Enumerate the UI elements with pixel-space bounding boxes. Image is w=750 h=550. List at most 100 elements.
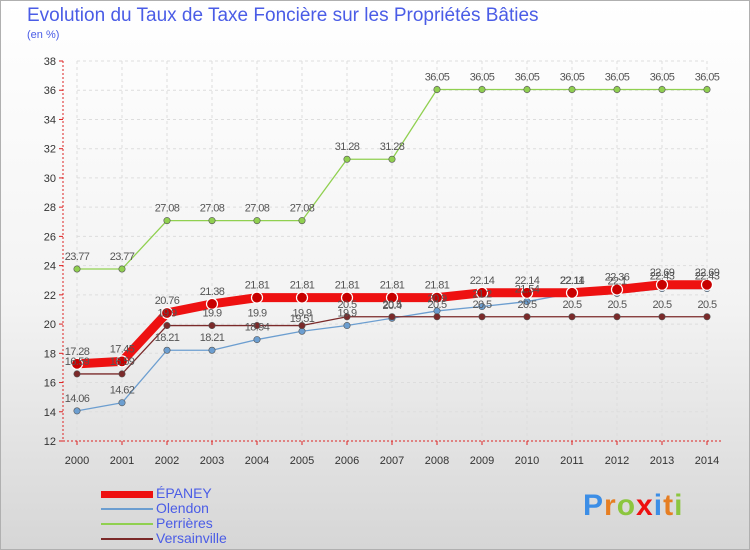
logo-letter: P [583, 489, 605, 522]
data-label: 16.59 [110, 356, 135, 368]
legend-swatch [101, 538, 153, 540]
data-point [658, 86, 666, 94]
data-point [523, 86, 531, 94]
data-label: 18.21 [200, 332, 225, 344]
data-label: 36.05 [605, 72, 630, 84]
data-point [388, 313, 396, 321]
logo-letter: t [663, 489, 675, 522]
data-label: 18.21 [155, 332, 180, 344]
data-label: 18.94 [245, 322, 270, 334]
data-point [568, 313, 576, 321]
y-tick-label: 18 [44, 348, 56, 360]
data-point [565, 286, 579, 299]
unit-label: (en %) [27, 29, 60, 41]
data-label: 23.77 [110, 251, 135, 263]
x-tick-label: 2001 [110, 455, 134, 467]
data-label: 21.81 [425, 280, 450, 292]
data-point [385, 291, 399, 304]
data-label: 36.05 [695, 72, 720, 84]
x-tick-label: 2008 [425, 455, 449, 467]
data-label: 19.9 [247, 308, 266, 320]
data-label: 21.2 [472, 289, 491, 301]
data-label: 19.9 [157, 308, 176, 320]
gridlines [76, 60, 708, 442]
data-point [208, 217, 216, 225]
series-perrières [73, 86, 711, 273]
data-label: 22.11 [560, 275, 584, 287]
data-point [478, 313, 486, 321]
data-point [70, 357, 84, 370]
data-label: 20.5 [427, 299, 446, 311]
chart-title: Evolution du Taux de Taxe Foncière sur l… [27, 5, 539, 26]
data-point [613, 313, 621, 321]
data-label: 19.9 [202, 308, 221, 320]
logo-letter: i [674, 489, 684, 522]
y-tick-label: 16 [44, 378, 56, 390]
data-label: 22.69 [695, 267, 720, 279]
data-point [208, 322, 216, 330]
data-point [520, 286, 534, 299]
y-tick-label: 30 [44, 173, 56, 185]
data-label: 27.08 [200, 203, 225, 215]
data-point [523, 313, 531, 321]
data-point [568, 86, 576, 94]
y-tick-label: 24 [44, 261, 56, 273]
data-label: 36.05 [650, 72, 675, 84]
data-point [343, 322, 351, 330]
y-tick-label: 14 [44, 407, 56, 419]
data-label: 22.43 [650, 271, 675, 283]
logo-letter: o [616, 489, 637, 522]
data-point [703, 313, 711, 321]
data-point [478, 303, 486, 311]
axes: 12 14 16 18 20 22 24 26 28 30 32 34 36 38 2000 2001 2002… [44, 56, 721, 467]
x-tick-label: 2005 [290, 455, 314, 467]
data-label: 36.05 [560, 72, 585, 84]
y-tick-label: 28 [44, 202, 56, 214]
data-label: 22.43 [695, 271, 720, 283]
series-versainville [73, 313, 711, 378]
data-point [205, 297, 219, 311]
data-label: 21.81 [290, 280, 315, 292]
data-label: 22.1 [607, 275, 626, 287]
data-label: 19.9 [292, 308, 311, 320]
legend-swatch [101, 508, 153, 510]
data-point [118, 265, 126, 273]
data-point [73, 407, 81, 415]
data-label: 20.5 [652, 299, 671, 311]
data-label: 36.05 [470, 72, 495, 84]
legend-swatch [101, 491, 153, 498]
data-label: 22.14 [515, 275, 540, 287]
data-label: 22.36 [605, 272, 630, 284]
series [70, 86, 714, 415]
data-point [295, 291, 309, 304]
data-point [478, 86, 486, 94]
proxiti-logo[interactable]: Proxiti [583, 489, 683, 523]
data-label: 20.5 [697, 299, 716, 311]
data-point [700, 278, 714, 291]
y-tick-label: 26 [44, 231, 56, 243]
x-tick-label: 2006 [335, 455, 359, 467]
data-point [613, 86, 621, 94]
data-point [253, 322, 261, 330]
data-label: 20.9 [427, 293, 446, 305]
data-point [253, 336, 261, 344]
data-point [343, 155, 351, 163]
x-tick-label: 2004 [245, 455, 269, 467]
logo-letter: i [653, 489, 664, 522]
x-tick-label: 2012 [605, 455, 629, 467]
x-tick-label: 2013 [650, 455, 674, 467]
data-label: 27.08 [290, 203, 315, 215]
data-label: 20.4 [382, 300, 401, 312]
y-tick-label: 20 [44, 319, 56, 331]
data-point [118, 370, 126, 378]
data-point [655, 278, 669, 291]
data-label: 23.77 [65, 251, 90, 263]
data-label: 17.28 [65, 346, 90, 358]
legend-label: ÉPANEY [156, 485, 212, 501]
y-tick-label: 32 [44, 144, 56, 156]
data-point [430, 291, 444, 304]
x-tick-label: 2010 [515, 455, 539, 467]
data-label: 21.81 [245, 280, 270, 292]
